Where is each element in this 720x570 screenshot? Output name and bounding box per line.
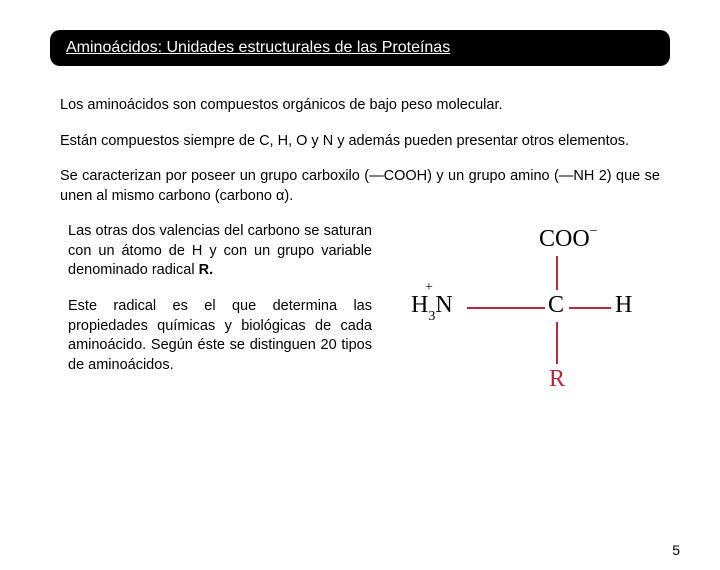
mol-coo: COO− [539,226,598,253]
paragraph-4-text: Las otras dos valencias del carbono se s… [68,223,372,278]
amino-acid-structure: COO− + H3N C H R [411,226,641,416]
mol-r: R [549,366,565,393]
mol-bond-bottom [556,322,558,364]
mol-bond-top [556,256,558,290]
mol-h: H [615,292,632,319]
paragraph-4: Las otras dos valencias del carbono se s… [68,222,372,281]
slide-title: Aminoácidos: Unidades estructurales de l… [50,30,670,66]
paragraph-3: Se caracterizan por poseer un grupo carb… [60,167,660,206]
mol-h3n: H3N [411,292,453,323]
two-column-row: Las otras dos valencias del carbono se s… [60,222,660,416]
content-area: Los aminoácidos son compuestos orgánicos… [0,66,720,416]
left-column: Las otras dos valencias del carbono se s… [60,222,372,416]
paragraph-2: Están compuestos siempre de C, H, O y N … [60,132,660,152]
page-number: 5 [672,542,680,558]
paragraph-4-bold: R. [199,262,214,278]
mol-c: C [548,292,564,319]
mol-bond-right [569,307,611,309]
mol-bond-left [467,307,545,309]
paragraph-1: Los aminoácidos son compuestos orgánicos… [60,96,660,116]
paragraph-5: Este radical es el que determina las pro… [68,297,372,375]
right-column: COO− + H3N C H R [392,222,660,416]
